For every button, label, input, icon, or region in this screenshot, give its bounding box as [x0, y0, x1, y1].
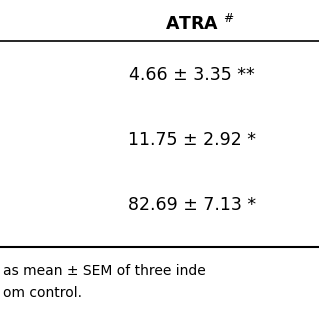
- Text: ATRA $^{\#}$: ATRA $^{\#}$: [165, 14, 235, 34]
- Text: 4.66 ± 3.35 **: 4.66 ± 3.35 **: [129, 66, 255, 84]
- Text: 82.69 ± 7.13 *: 82.69 ± 7.13 *: [128, 196, 256, 214]
- Text: om control.: om control.: [3, 286, 82, 300]
- Text: 11.75 ± 2.92 *: 11.75 ± 2.92 *: [128, 131, 256, 149]
- Text: as mean ± SEM of three inde: as mean ± SEM of three inde: [3, 264, 206, 278]
